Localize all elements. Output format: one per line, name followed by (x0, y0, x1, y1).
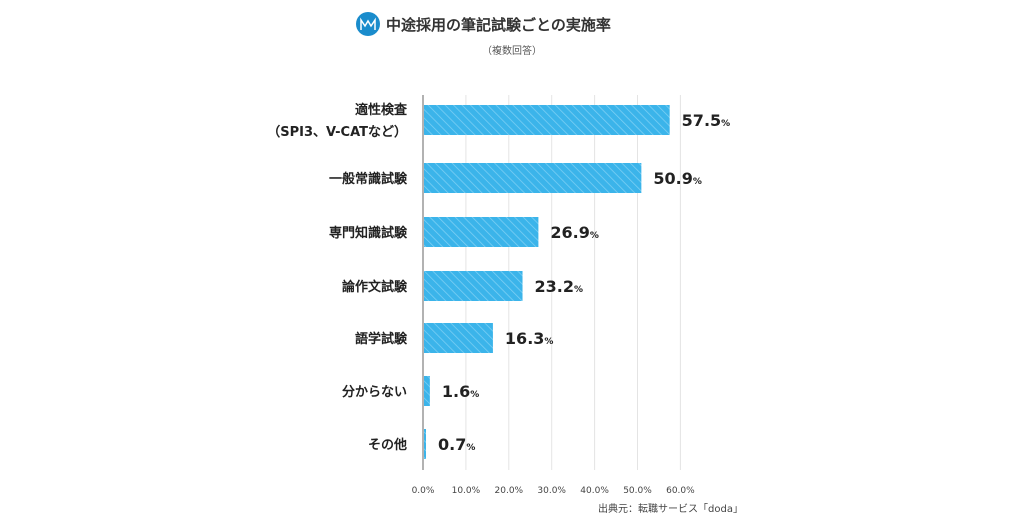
unit-label: % (721, 119, 730, 129)
category-label: 分からない (342, 384, 407, 400)
chart-logo-icon (356, 12, 380, 36)
category-label: 適性検査 (355, 102, 408, 118)
bar (424, 429, 427, 459)
category-label: 専門知識試験 (329, 225, 408, 241)
chart-subtitle: （複数回答） (482, 46, 542, 57)
unit-label: % (693, 177, 702, 187)
value-label: 26.9% (550, 223, 599, 242)
value-label: 23.2% (535, 277, 584, 296)
unit-label: % (544, 337, 553, 347)
x-tick-label: 50.0% (623, 486, 652, 496)
bar (424, 163, 642, 193)
x-tick-label: 40.0% (580, 486, 609, 496)
category-label: 論作文試験 (342, 279, 408, 295)
value-label: 50.9% (653, 169, 702, 188)
value-label: 1.6% (442, 382, 479, 401)
category-label: 一般常識試験 (329, 171, 408, 187)
value-label: 0.7% (438, 435, 475, 454)
unit-label: % (574, 285, 583, 295)
x-tick-label: 20.0% (495, 486, 524, 496)
bar (424, 217, 539, 247)
category-label: その他 (368, 437, 407, 453)
bar (424, 271, 523, 301)
bar (424, 323, 493, 353)
value-label: 57.5% (682, 111, 731, 130)
category-label: 語学試験 (355, 331, 408, 347)
unit-label: % (470, 390, 479, 400)
x-tick-label: 60.0% (666, 486, 695, 496)
unit-label: % (590, 231, 599, 241)
source-note: 出典元：転職サービス「doda」 (598, 504, 743, 515)
category-label: （SPI3、V-CATなど） (267, 124, 407, 140)
bar (424, 105, 670, 135)
bar (424, 376, 430, 406)
value-label: 16.3% (505, 329, 554, 348)
chart-title: 中途採用の筆記試験ごとの実施率 (386, 16, 611, 34)
x-tick-label: 30.0% (537, 486, 566, 496)
unit-label: % (466, 443, 475, 453)
x-tick-label: 0.0% (412, 486, 435, 496)
x-tick-label: 10.0% (452, 486, 481, 496)
